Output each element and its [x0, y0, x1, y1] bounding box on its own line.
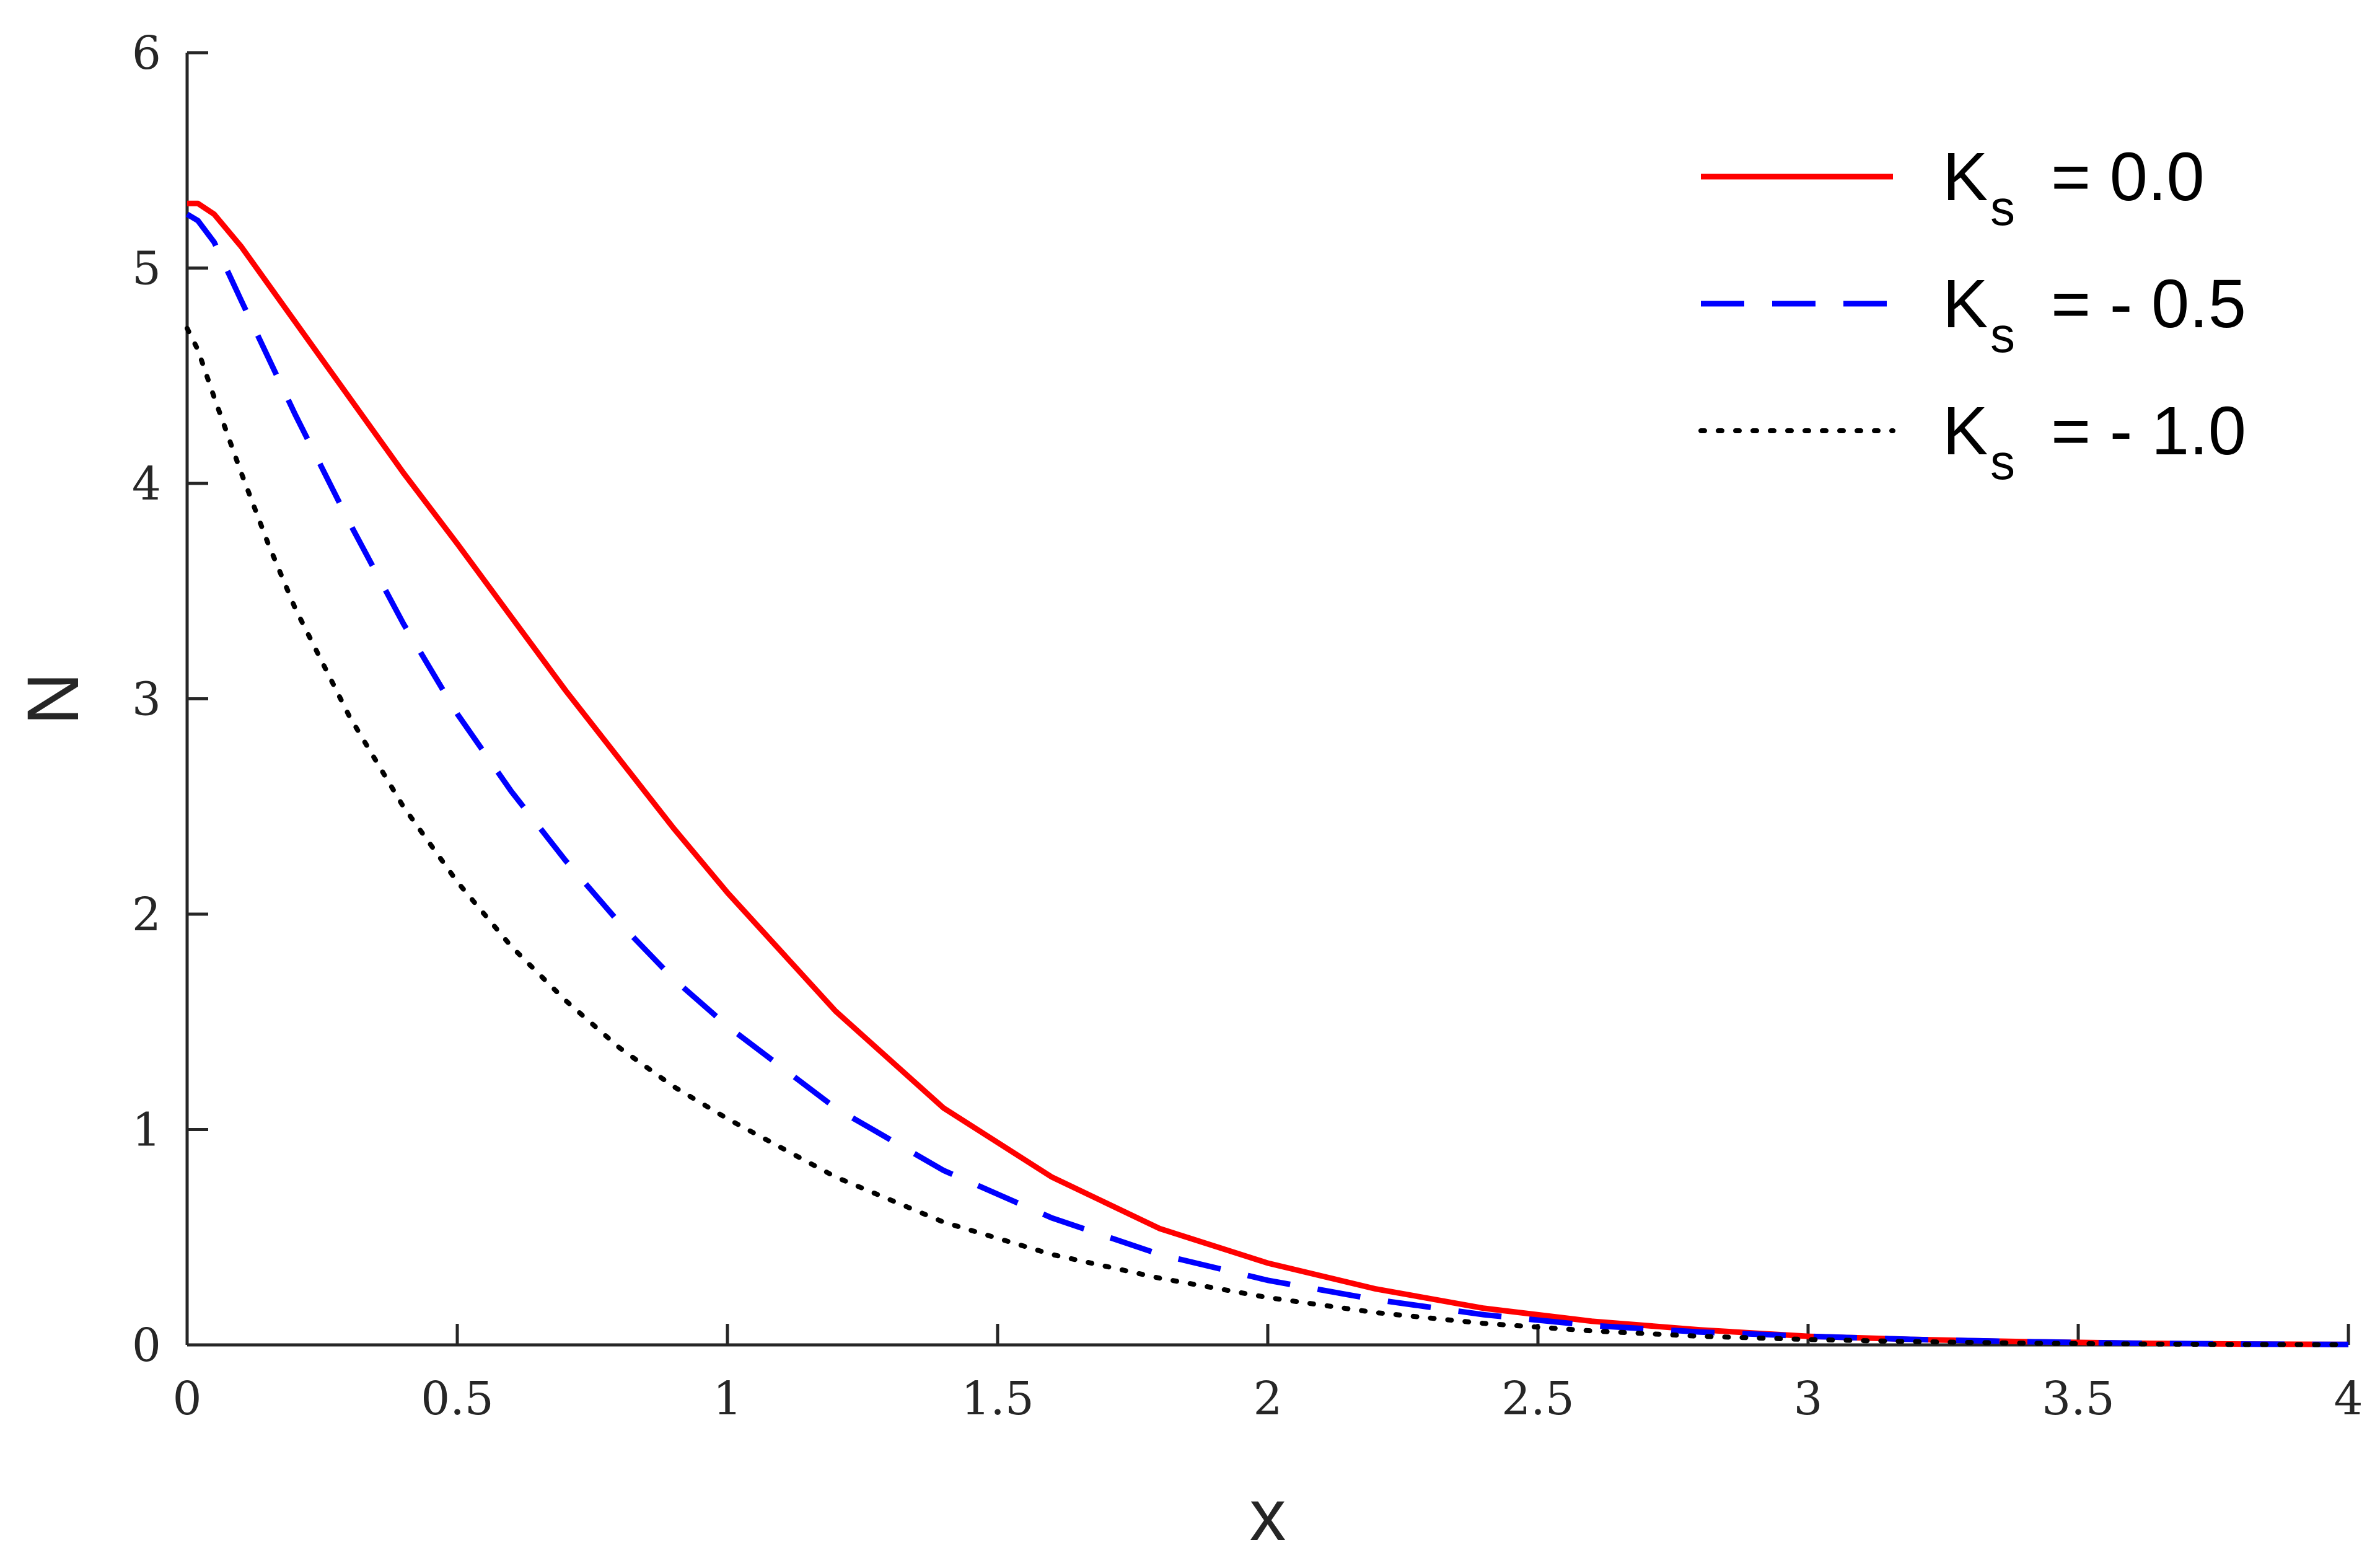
y-tick-label: 2: [132, 888, 161, 941]
legend-label-subscript: s: [1990, 307, 2015, 363]
y-ticks: 0 1 2 3 4 5 6: [132, 27, 208, 1372]
y-tick-label: 3: [132, 673, 161, 726]
x-tick-label: 0.5: [421, 1372, 494, 1425]
legend-label-main: K: [1943, 393, 1988, 469]
x-tick-label: 3.5: [2042, 1372, 2115, 1425]
series-line-3: [185, 325, 2351, 1347]
legend-label-subscript: s: [1990, 180, 2015, 236]
series-line-2: [185, 211, 2349, 1347]
series-line-1: [187, 200, 2349, 1347]
x-tick-label: 1.5: [961, 1372, 1034, 1425]
legend-label-main: K: [1943, 266, 1988, 342]
plot-area: 0 0.5 1 1.5 2 2.5 3 3.5 4 0 1 2 3 4 5 6: [132, 27, 2363, 1425]
x-tick-label: 2: [1253, 1372, 1282, 1425]
y-tick-label: 4: [132, 457, 161, 511]
y-tick-label: 1: [132, 1104, 161, 1157]
y-tick-label: 0: [132, 1319, 161, 1372]
y-tick-label: 6: [132, 27, 161, 80]
y-tick-label: 5: [132, 242, 161, 296]
legend-label-value: = - 0.5: [2051, 266, 2246, 342]
legend-label-value: = 0.0: [2051, 139, 2205, 215]
x-axis-title: x: [1250, 1474, 1286, 1555]
x-tick-label: 3: [1793, 1372, 1822, 1425]
x-tick-label: 0: [172, 1372, 201, 1425]
x-tick-label: 4: [2334, 1372, 2363, 1425]
x-tick-label: 1: [713, 1372, 742, 1425]
legend-label-main: K: [1943, 139, 1988, 215]
series-group: [185, 200, 2351, 1347]
x-tick-label: 2.5: [1501, 1372, 1574, 1425]
legend-label-subscript: s: [1990, 434, 2015, 490]
y-axis-title: N: [12, 672, 94, 725]
legend-label-value: = - 1.0: [2051, 393, 2246, 469]
